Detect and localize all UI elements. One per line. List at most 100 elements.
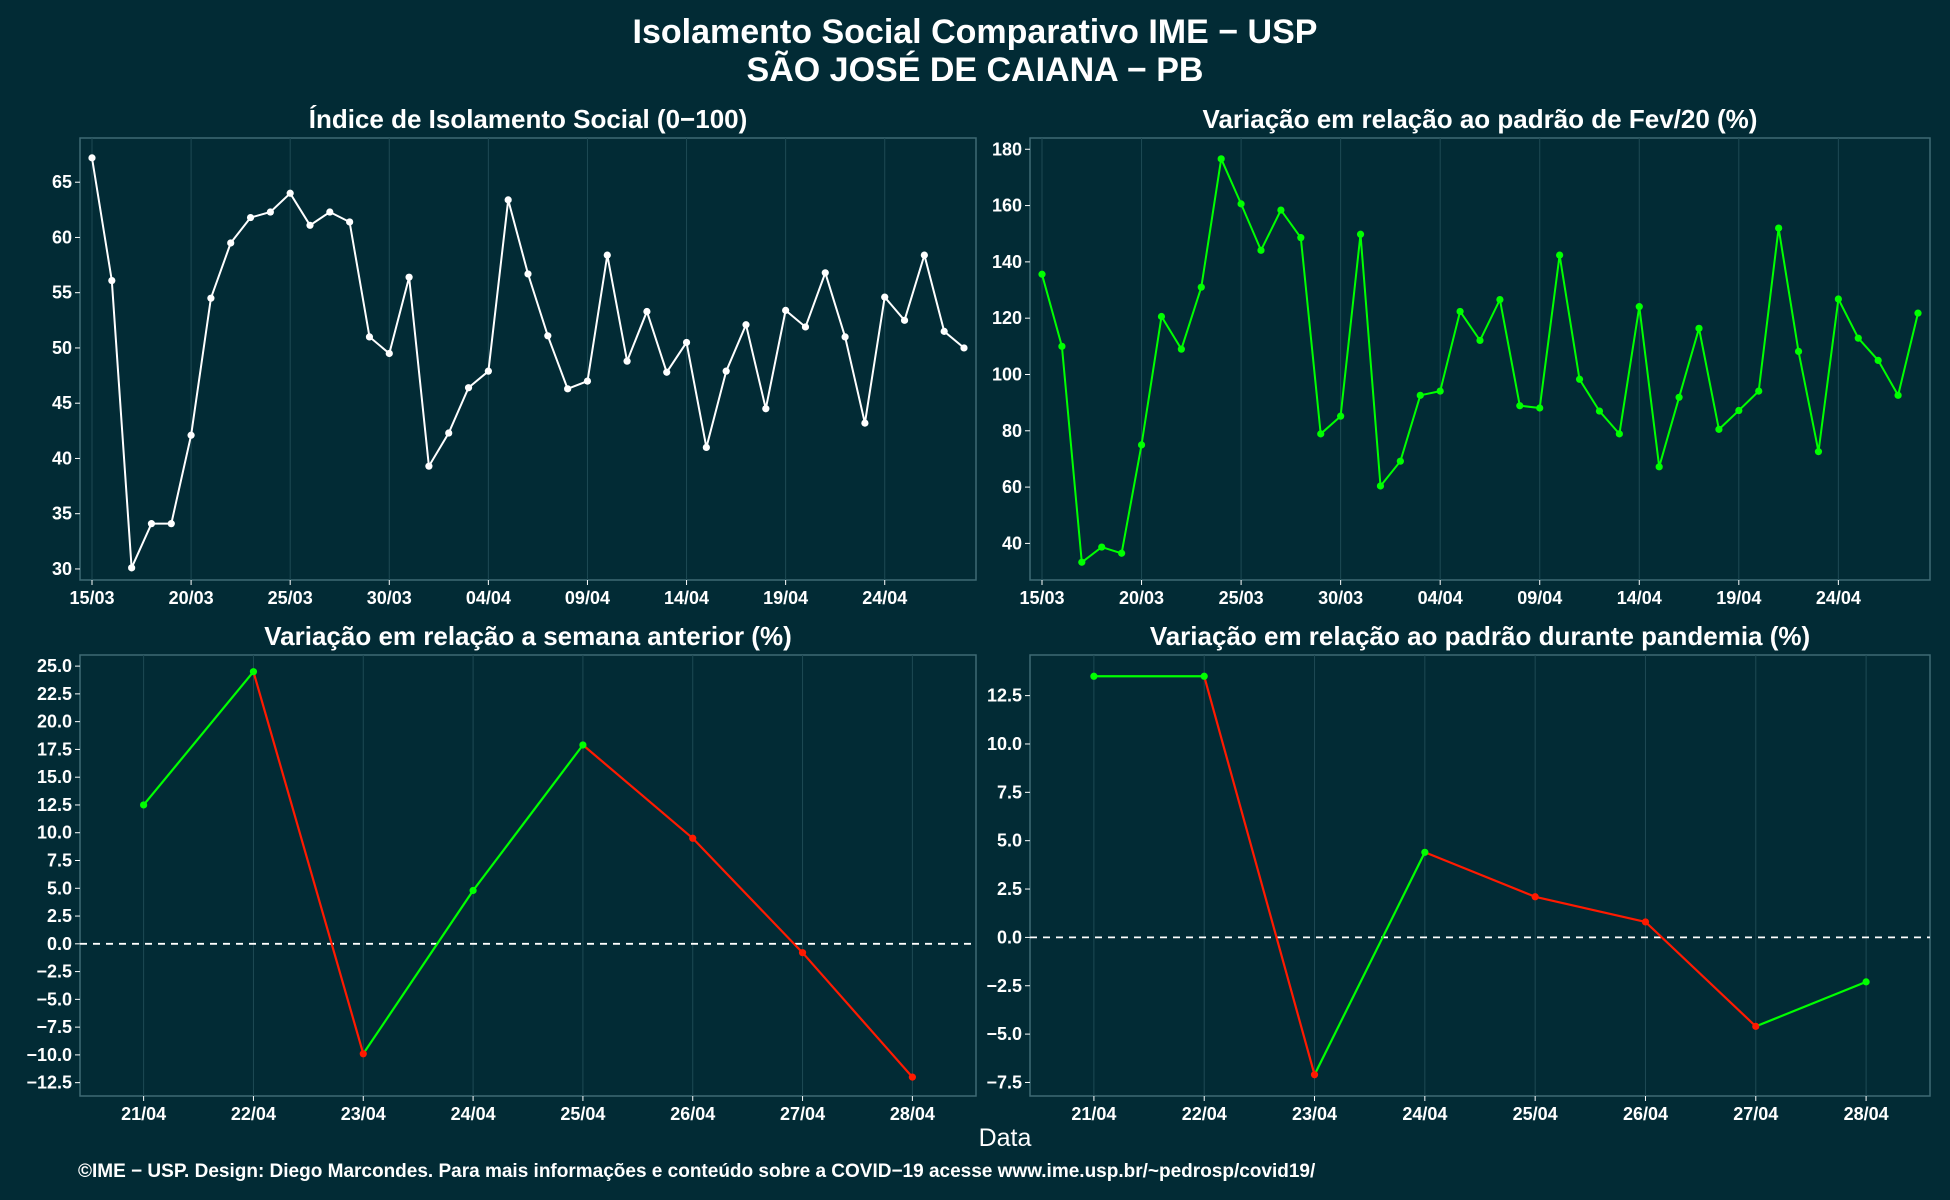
data-point <box>1421 848 1429 856</box>
data-point <box>1038 270 1046 278</box>
plot-frame <box>1029 137 1931 581</box>
y-tick-label: 7.5 <box>47 851 72 871</box>
y-tick-label: 160 <box>992 196 1022 216</box>
data-point <box>1090 672 1098 680</box>
data-point <box>1854 334 1862 342</box>
data-point <box>663 368 671 376</box>
chart-variation-feb20: Variação em relação ao padrão de Fev/20 … <box>992 104 1931 608</box>
data-point <box>1118 549 1126 557</box>
data-point <box>1137 441 1146 449</box>
y-tick-label: 10.0 <box>37 823 72 843</box>
data-point <box>1675 393 1683 401</box>
y-tick-label: 55 <box>52 283 72 303</box>
x-tick-label: 14/04 <box>1617 588 1662 608</box>
data-point <box>1277 206 1285 214</box>
x-tick-label: 30/03 <box>367 588 412 608</box>
data-point <box>1197 283 1205 291</box>
series-segment <box>472 744 584 892</box>
panel-title: Variação em relação a semana anterior (%… <box>264 621 792 651</box>
data-point <box>782 306 790 314</box>
data-point <box>187 431 195 439</box>
y-tick-label: −5.0 <box>986 1024 1022 1044</box>
data-point <box>147 520 156 528</box>
data-point <box>346 218 354 226</box>
x-tick-label: 21/04 <box>121 1104 166 1124</box>
y-tick-label: 20.0 <box>37 712 72 732</box>
data-point <box>1356 230 1365 238</box>
data-point <box>484 367 492 375</box>
data-point <box>1337 412 1345 420</box>
x-tick-label: 24/04 <box>1816 588 1861 608</box>
y-tick-label: 22.5 <box>37 684 72 704</box>
x-tick-label: 19/04 <box>1716 588 1761 608</box>
data-point <box>1755 387 1763 395</box>
data-point <box>1177 345 1185 353</box>
x-tick-label: 04/04 <box>1418 588 1463 608</box>
chart-variation-pandemic-baseline: Variação em relação ao padrão durante pa… <box>986 621 1931 1124</box>
x-tick-label: 25/04 <box>560 1104 605 1124</box>
data-point <box>246 213 255 222</box>
plot-frame <box>1029 654 1931 1097</box>
panel-title: Variação em relação ao padrão de Fev/20 … <box>1203 104 1758 134</box>
data-point <box>1058 342 1066 350</box>
chart-variation-previous-week: Variação em relação a semana anterior (%… <box>26 621 977 1124</box>
footer-caption: ©IME − USP. Design: Diego Marcondes. Par… <box>78 1161 1316 1182</box>
x-tick-label: 14/04 <box>664 588 709 608</box>
y-tick-label: −10.0 <box>26 1045 72 1065</box>
data-point <box>1157 312 1166 321</box>
data-point <box>286 189 294 197</box>
y-tick-label: 2.5 <box>47 906 72 926</box>
plot-frame <box>79 137 977 581</box>
data-point <box>1496 295 1504 304</box>
data-point <box>128 564 136 572</box>
x-tick-label: 24/04 <box>451 1104 496 1124</box>
y-tick-label: −5.0 <box>36 989 72 1009</box>
series-segment <box>362 889 475 1055</box>
data-point <box>504 196 512 204</box>
data-point <box>108 276 116 285</box>
data-point <box>1874 356 1882 365</box>
y-tick-label: 60 <box>1002 477 1022 497</box>
data-point <box>623 357 631 365</box>
series-segment <box>252 671 365 1055</box>
y-tick-label: 0.0 <box>47 934 72 954</box>
data-point <box>1297 234 1305 242</box>
x-tick-label: 27/04 <box>780 1104 825 1124</box>
data-point <box>1536 404 1544 412</box>
y-tick-label: 25.0 <box>37 656 72 676</box>
x-tick-label: 25/03 <box>268 588 313 608</box>
data-point <box>861 419 869 427</box>
y-tick-label: −12.5 <box>26 1073 72 1093</box>
x-axis-label: Data <box>979 1124 1032 1152</box>
data-point <box>643 307 651 316</box>
chart-isolation-index: Índice de Isolamento Social (0−100) 30 35 4… <box>52 104 977 608</box>
data-point <box>1456 307 1464 316</box>
x-tick-label: 15/03 <box>69 588 114 608</box>
data-point <box>1894 391 1902 399</box>
data-point <box>881 293 889 301</box>
series-segment <box>582 744 694 840</box>
y-tick-label: 65 <box>52 172 72 192</box>
data-point <box>445 429 453 437</box>
x-tick-label: 28/04 <box>890 1104 935 1124</box>
y-tick-label: 2.5 <box>997 879 1022 899</box>
data-point <box>1476 336 1484 345</box>
data-point <box>579 741 587 749</box>
data-point <box>1862 978 1870 986</box>
data-point <box>1531 893 1539 901</box>
x-tick-label: 23/04 <box>341 1104 386 1124</box>
y-tick-label: −7.5 <box>36 1017 72 1037</box>
y-tick-label: 140 <box>992 252 1022 272</box>
y-tick-label: 17.5 <box>37 739 72 759</box>
x-tick-label: 25/03 <box>1219 588 1264 608</box>
data-point <box>1200 672 1208 680</box>
x-tick-label: 23/04 <box>1292 1104 1337 1124</box>
y-tick-label: 40 <box>52 448 72 468</box>
x-tick-label: 15/03 <box>1019 588 1064 608</box>
data-point <box>464 384 473 392</box>
x-tick-label: 04/04 <box>466 588 511 608</box>
data-point <box>88 154 96 162</box>
data-point <box>167 520 175 528</box>
data-point <box>249 668 258 676</box>
data-point <box>425 462 433 470</box>
